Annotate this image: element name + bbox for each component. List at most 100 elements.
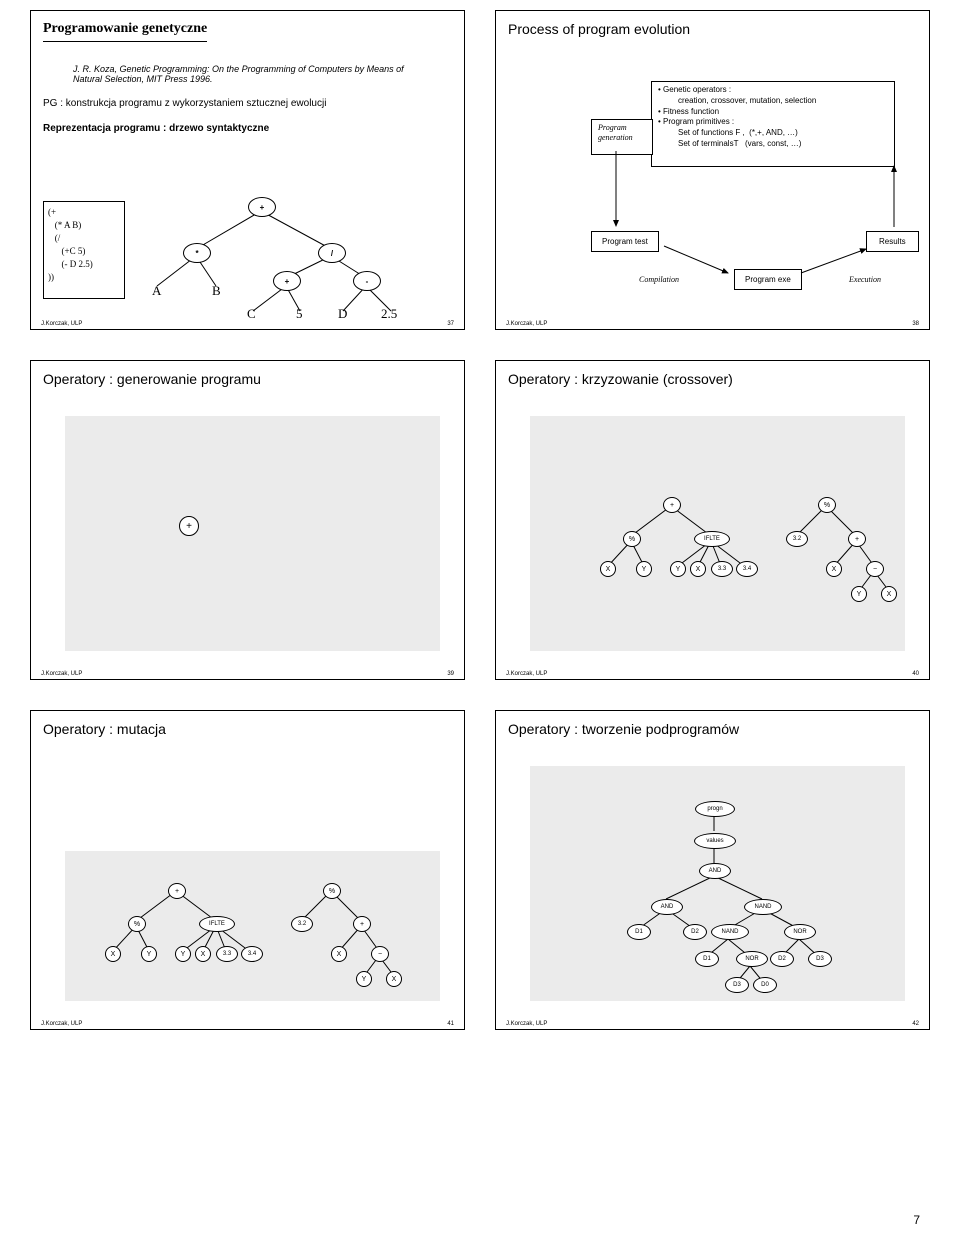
n: IFLTE — [199, 916, 235, 932]
n: 3.3 — [711, 561, 733, 577]
n: − — [866, 561, 884, 577]
n: D0 — [753, 977, 777, 993]
slide-num: 38 — [912, 321, 919, 327]
ops-l1: creation, crossover, mutation, selection — [658, 96, 888, 107]
slide-title: Programowanie genetyczne — [43, 21, 207, 42]
n: NAND — [711, 924, 749, 940]
n: D2 — [770, 951, 794, 967]
n: progn — [695, 801, 735, 817]
n: − — [371, 946, 389, 962]
n: + — [168, 883, 186, 899]
ops-l2: • Fitness function — [658, 107, 888, 118]
grey-area — [65, 416, 440, 651]
ops-box: • Genetic operators : creation, crossove… — [651, 81, 895, 167]
n: + — [663, 497, 681, 513]
n: NAND — [744, 899, 782, 915]
slide-subprogs: Operatory : tworzenie podprogramów progn… — [495, 710, 930, 1030]
n: + — [353, 916, 371, 932]
lisp-expression: (+ (* A B) (/ (+C 5) (- D 2.5) )) — [43, 201, 125, 299]
n: AND — [699, 863, 731, 879]
comp-box: Compilation — [631, 271, 687, 288]
grey-area — [65, 851, 440, 1001]
n: Y — [356, 971, 372, 987]
slide-title: Operatory : generowanie programu — [43, 371, 452, 387]
ops-l4: Set of functions F , (*,+, AND, …) — [658, 128, 888, 139]
slide-gp-intro: Programowanie genetyczne J. R. Koza, Gen… — [30, 10, 465, 330]
n: X — [881, 586, 897, 602]
slide-title: Operatory : krzyzowanie (crossover) — [508, 371, 917, 387]
n: X — [600, 561, 616, 577]
slide-num: 41 — [447, 1021, 454, 1027]
footer-left: J.Korczak, ULP — [506, 321, 547, 327]
n: 3.2 — [786, 531, 808, 547]
rep-desc: Reprezentacja programu : drzewo syntakty… — [43, 123, 452, 134]
n: Y — [851, 586, 867, 602]
slide-generate: Operatory : generowanie programu + J.Kor… — [30, 360, 465, 680]
n: D1 — [627, 924, 651, 940]
n: % — [323, 883, 341, 899]
slide-title: Process of program evolution — [508, 21, 917, 37]
n: % — [818, 497, 836, 513]
node-minus: - — [353, 271, 381, 291]
n: D3 — [808, 951, 832, 967]
node-plus: + — [248, 197, 276, 217]
n: values — [694, 833, 736, 849]
n: X — [690, 561, 706, 577]
leaf-a: A — [152, 283, 161, 299]
slide-mutation: Operatory : mutacja + % IFLTE X Y Y X 3.… — [30, 710, 465, 1030]
n: + — [848, 531, 866, 547]
gen-node: + — [179, 516, 199, 536]
n: X — [195, 946, 211, 962]
slide-num: 42 — [912, 1021, 919, 1027]
exe-box: Program exe — [734, 269, 802, 290]
n: % — [128, 916, 146, 932]
n: NOR — [784, 924, 816, 940]
n: D3 — [725, 977, 749, 993]
footer-left: J.Korczak, ULP — [506, 1021, 547, 1027]
slide-num: 40 — [912, 671, 919, 677]
exec-box: Execution — [841, 271, 889, 288]
leaf-25: 2.5 — [381, 306, 397, 322]
n: % — [623, 531, 641, 547]
n: Y — [141, 946, 157, 962]
page-number: 7 — [913, 1213, 920, 1227]
n: D1 — [695, 951, 719, 967]
n: 3.4 — [736, 561, 758, 577]
n: X — [386, 971, 402, 987]
leaf-c: C — [247, 306, 256, 322]
n: 3.2 — [291, 916, 313, 932]
leaf-5: 5 — [296, 306, 303, 322]
node-div: / — [318, 243, 346, 263]
pg-desc: PG : konstrukcja programu z wykorzystani… — [43, 98, 452, 109]
n: IFLTE — [694, 531, 730, 547]
slide-title: Operatory : mutacja — [43, 721, 452, 737]
test-box: Program test — [591, 231, 659, 252]
n: Y — [670, 561, 686, 577]
ops-l0: • Genetic operators : — [658, 85, 888, 96]
n: Y — [175, 946, 191, 962]
slide-crossover: Operatory : krzyzowanie (crossover) + % … — [495, 360, 930, 680]
n: D2 — [683, 924, 707, 940]
slide-num: 39 — [447, 671, 454, 677]
n: 3.3 — [216, 946, 238, 962]
leaf-b: B — [212, 283, 221, 299]
n: NOR — [736, 951, 768, 967]
footer-left: J.Korczak, ULP — [41, 321, 82, 327]
ops-l3: • Program primitives : — [658, 117, 888, 128]
footer-left: J.Korczak, ULP — [41, 671, 82, 677]
slide-title: Operatory : tworzenie podprogramów — [508, 721, 917, 737]
n: AND — [651, 899, 683, 915]
footer-left: J.Korczak, ULP — [506, 671, 547, 677]
slide-num: 37 — [447, 321, 454, 327]
node-mul: * — [183, 243, 211, 263]
res-box: Results — [866, 231, 919, 252]
n: X — [331, 946, 347, 962]
ops-l5: Set of terminalsT (vars, const, …) — [658, 139, 888, 150]
slide-process: Process of program evolution • Genetic o… — [495, 10, 930, 330]
node-plus2: + — [273, 271, 301, 291]
footer-left: J.Korczak, ULP — [41, 1021, 82, 1027]
citation: J. R. Koza, Genetic Programming: On the … — [73, 64, 432, 84]
n: X — [826, 561, 842, 577]
gen-box: Program generation — [591, 119, 653, 155]
n: X — [105, 946, 121, 962]
